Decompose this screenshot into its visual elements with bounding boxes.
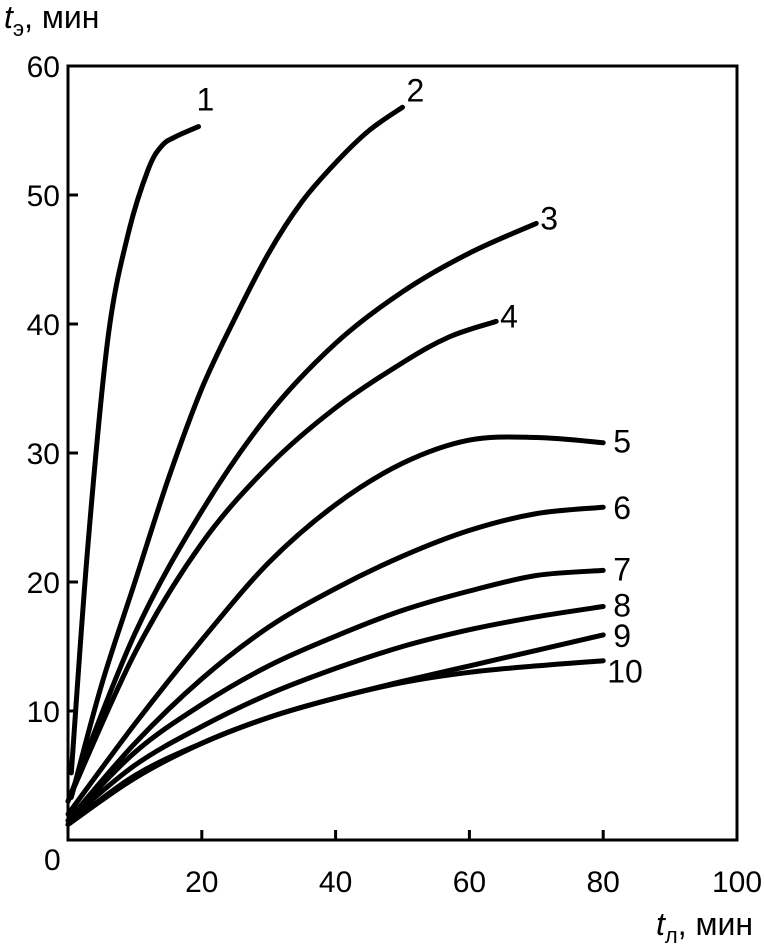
curve-label-8: 8	[613, 588, 631, 624]
x-axis-title-sub: л	[665, 923, 678, 947]
y-tick-label: 20	[27, 567, 60, 600]
curve-label-5: 5	[613, 424, 631, 460]
curve-3	[65, 220, 539, 804]
curve-label-2: 2	[407, 72, 425, 108]
x-axis-title: tл, мин	[656, 906, 753, 947]
curve-1	[68, 124, 201, 776]
curve-8	[65, 604, 606, 824]
y-tick-label: 10	[27, 696, 60, 729]
y-axis-title-unit: , мин	[24, 0, 99, 35]
y-tick-label: 40	[27, 309, 60, 342]
curve-5	[65, 434, 606, 817]
y-tick-label: 60	[27, 51, 60, 84]
curve-label-4: 4	[500, 298, 518, 334]
x-tick-label: 60	[453, 866, 486, 899]
curve-7	[65, 567, 606, 824]
curve-label-6: 6	[613, 490, 631, 526]
curve-label-1: 1	[196, 82, 214, 118]
curve-2	[68, 104, 405, 800]
x-tick-label: 100	[712, 866, 762, 899]
y-axis-title: tэ, мин	[4, 0, 99, 41]
y-axis-title-var: t	[4, 0, 14, 35]
y-axis-title-sub: э	[13, 16, 24, 41]
curve-label-7: 7	[613, 551, 631, 587]
origin-label: 0	[44, 844, 61, 877]
curves	[65, 104, 606, 827]
x-tick-label: 40	[319, 866, 352, 899]
y-tick-label: 30	[27, 438, 60, 471]
x-tick-label: 80	[587, 866, 620, 899]
curve-label-3: 3	[540, 200, 558, 236]
curve-6	[65, 504, 606, 824]
curve-label-9: 9	[613, 618, 631, 654]
y-tick-label: 50	[27, 180, 60, 213]
axis-ticks	[68, 64, 739, 840]
x-axis-title-unit: , мин	[678, 906, 753, 942]
curve-label-10: 10	[607, 654, 643, 690]
curve-4	[65, 318, 499, 804]
x-tick-label: 20	[185, 866, 218, 899]
x-axis-title-var: t	[656, 906, 666, 942]
curve-10	[65, 658, 606, 827]
